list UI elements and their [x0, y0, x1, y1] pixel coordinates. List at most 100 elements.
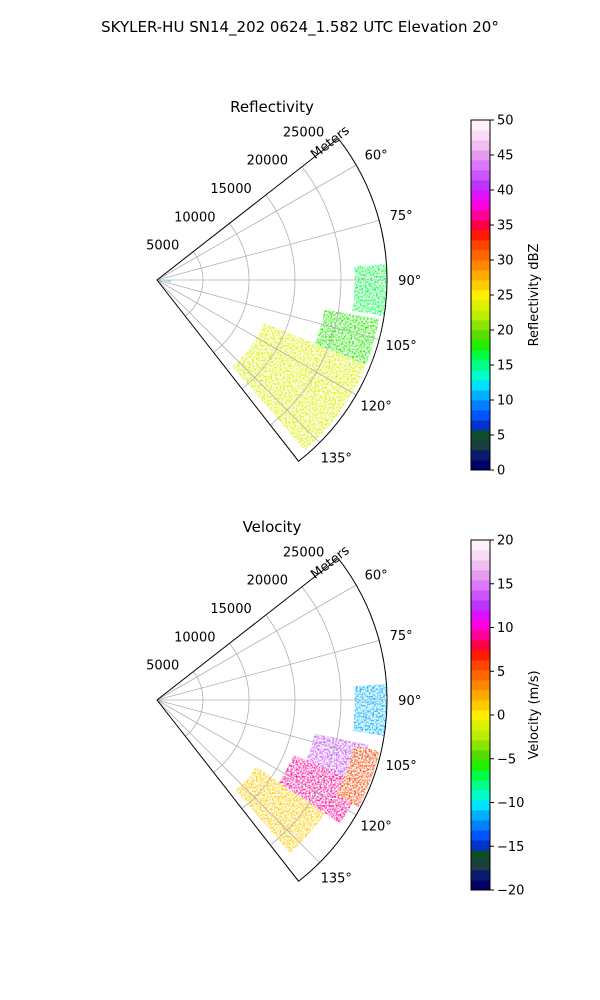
echo-region-sparse-echo: [352, 264, 387, 316]
colorbar-segment: [471, 710, 490, 721]
colorbar-segment: [471, 280, 490, 291]
sector-outline: [156, 137, 388, 462]
colorbar-segment: [471, 790, 490, 801]
colorbar-segment: [471, 160, 490, 171]
azimuth-tick-label: 60°: [365, 149, 388, 164]
range-ring: [185, 671, 204, 737]
colorbar-segment: [471, 770, 490, 781]
colorbar-segment: [471, 680, 490, 691]
colorbar-segment: [471, 810, 490, 821]
colorbar-segment: [471, 750, 490, 761]
range-ring: [270, 166, 342, 426]
colorbar-segment: [471, 350, 490, 361]
colorbar-segment: [471, 260, 490, 271]
colorbar-tick-label: −20: [497, 884, 524, 899]
colorbar-segment: [471, 220, 490, 231]
echo-region-far-edge: [335, 745, 380, 808]
azimuth-tick-label: 105°: [385, 759, 416, 774]
azimuth-spoke: [156, 640, 380, 701]
echo-region-north-echo: [314, 309, 379, 365]
colorbar-segment: [471, 410, 490, 421]
colorbar-segment: [471, 210, 490, 221]
colorbar-segment: [471, 390, 490, 401]
radial-tick-label: 25000: [283, 545, 324, 560]
azimuth-tick-label: 105°: [385, 339, 416, 354]
azimuth-spoke: [156, 279, 357, 396]
colorbar-segment: [471, 420, 490, 431]
colorbar-tick-label: 45: [497, 149, 514, 164]
azimuth-tick-label: 90°: [398, 694, 421, 709]
panel-title: Reflectivity: [230, 98, 314, 116]
colorbar-segment: [471, 850, 490, 861]
reflectivity-panel: Reflectivity500010000150002000025000Mete…: [146, 98, 421, 466]
azimuth-spoke: [156, 279, 380, 340]
colorbar-label: Velocity (m/s): [527, 670, 542, 759]
colorbar-tick-label: 35: [497, 219, 514, 234]
azimuth-tick-label: 90°: [398, 274, 421, 289]
colorbar-tick-label: −10: [497, 796, 524, 811]
radial-tick-label: 5000: [146, 659, 179, 674]
colorbar-segment: [471, 270, 490, 281]
colorbar-segment: [471, 570, 490, 581]
echo-region-sparse-echo: [352, 684, 387, 736]
colorbar-segment: [471, 600, 490, 611]
colorbar-segment: [471, 180, 490, 191]
colorbar-segment: [471, 150, 490, 161]
colorbar-segment: [471, 240, 490, 251]
azimuth-spoke: [156, 220, 380, 281]
radial-tick-label: 5000: [146, 239, 179, 254]
colorbar-segment: [471, 200, 490, 211]
colorbar-segment: [471, 860, 490, 871]
colorbar-segment: [471, 430, 490, 441]
colorbar-segment: [471, 610, 490, 621]
colorbar-segment: [471, 840, 490, 851]
radial-tick-label: 20000: [247, 154, 288, 169]
azimuth-tick-label: 135°: [321, 451, 352, 466]
radial-tick-label: 10000: [174, 210, 215, 225]
azimuth-tick-label: 75°: [390, 629, 413, 644]
colorbar-tick-label: 10: [497, 621, 514, 636]
colorbar-segment: [471, 190, 490, 201]
colorbar-tick-label: 30: [497, 254, 514, 269]
colorbar-segment: [471, 120, 490, 131]
colorbar-segment: [471, 380, 490, 391]
range-ring: [185, 251, 204, 317]
data-field: [157, 264, 387, 451]
colorbar-tick-label: 40: [497, 184, 514, 199]
colorbar-segment: [471, 360, 490, 371]
panel-title: Velocity: [243, 518, 302, 536]
colorbar-segment: [471, 800, 490, 811]
colorbar-segment: [471, 670, 490, 681]
azimuth-tick-label: 135°: [321, 871, 352, 886]
colorbar-tick-label: 15: [497, 359, 514, 374]
colorbar-segment: [471, 740, 490, 751]
colorbar-segment: [471, 690, 490, 701]
colorbar-segment: [471, 310, 490, 321]
colorbar-segment: [471, 760, 490, 771]
colorbar-segment: [471, 540, 490, 551]
colorbar-segment: [471, 460, 490, 471]
colorbar-segment: [471, 400, 490, 411]
figure-title: SKYLER-HU SN14_202 0624_1.582 UTC Elevat…: [101, 18, 499, 37]
range-ring: [213, 223, 250, 353]
colorbar-segment: [471, 820, 490, 831]
reflectivity-colorbar: 0 5 10 15 20 25 30 35 40 45 50 Reflectivity dBZ: [470, 114, 542, 479]
colorbar-segment: [471, 340, 490, 351]
colorbar-segment: [471, 630, 490, 641]
azimuth-spoke: [156, 279, 320, 443]
azimuth-spoke: [156, 584, 357, 701]
colorbar-segment: [471, 330, 490, 341]
velocity-colorbar: −20 −15 −10 −5 0 5 10 15 20 Velocity (m/s): [470, 534, 542, 899]
colorbar-tick-label: 5: [497, 429, 505, 444]
radial-tick-label: 10000: [174, 630, 215, 645]
azimuth-spoke: [156, 699, 357, 816]
colorbar-segment: [471, 250, 490, 261]
colorbar-segment: [471, 730, 490, 741]
range-ring: [241, 614, 296, 810]
azimuth-tick-label: 120°: [360, 399, 391, 414]
colorbar-segment: [471, 650, 490, 661]
colorbar-tick-label: 0: [497, 464, 505, 479]
azimuth-tick-label: 60°: [365, 569, 388, 584]
radial-tick-label: 15000: [210, 182, 251, 197]
